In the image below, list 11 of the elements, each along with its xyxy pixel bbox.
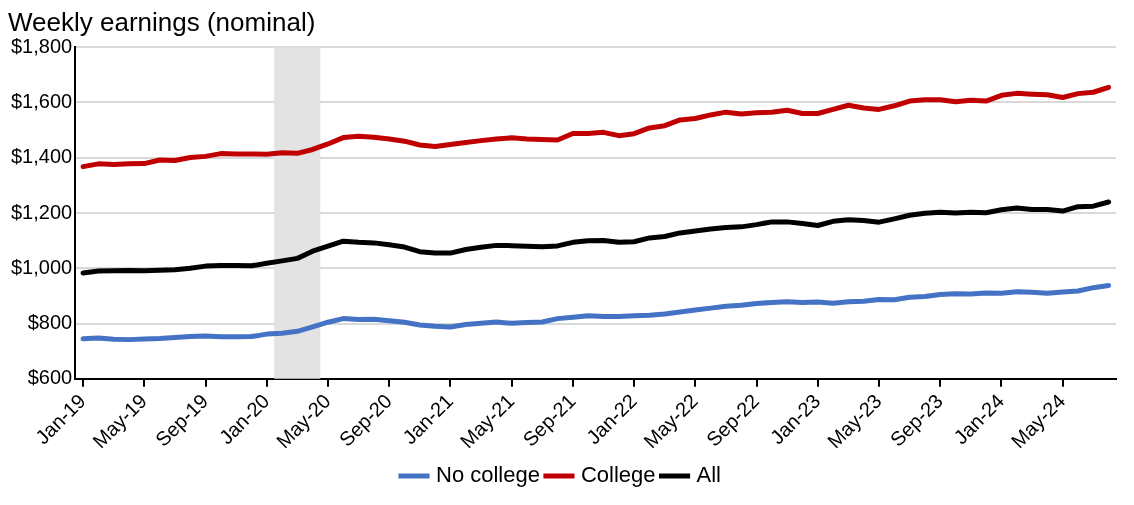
y-tick-label: $1,400 — [11, 145, 73, 168]
y-tick-label: $1,000 — [11, 255, 73, 278]
y-tick-label: $600 — [27, 366, 73, 389]
y-tick-label: $1,200 — [11, 200, 73, 223]
legend-label: All — [696, 462, 722, 488]
y-tick-label: $1,800 — [11, 34, 73, 57]
chart-title: Weekly earnings (nominal) — [8, 6, 316, 37]
y-tick-label: $1,600 — [11, 89, 73, 112]
legend-label: College — [580, 462, 656, 488]
legend-label: No college — [436, 462, 540, 488]
y-tick-label: $800 — [27, 311, 73, 334]
